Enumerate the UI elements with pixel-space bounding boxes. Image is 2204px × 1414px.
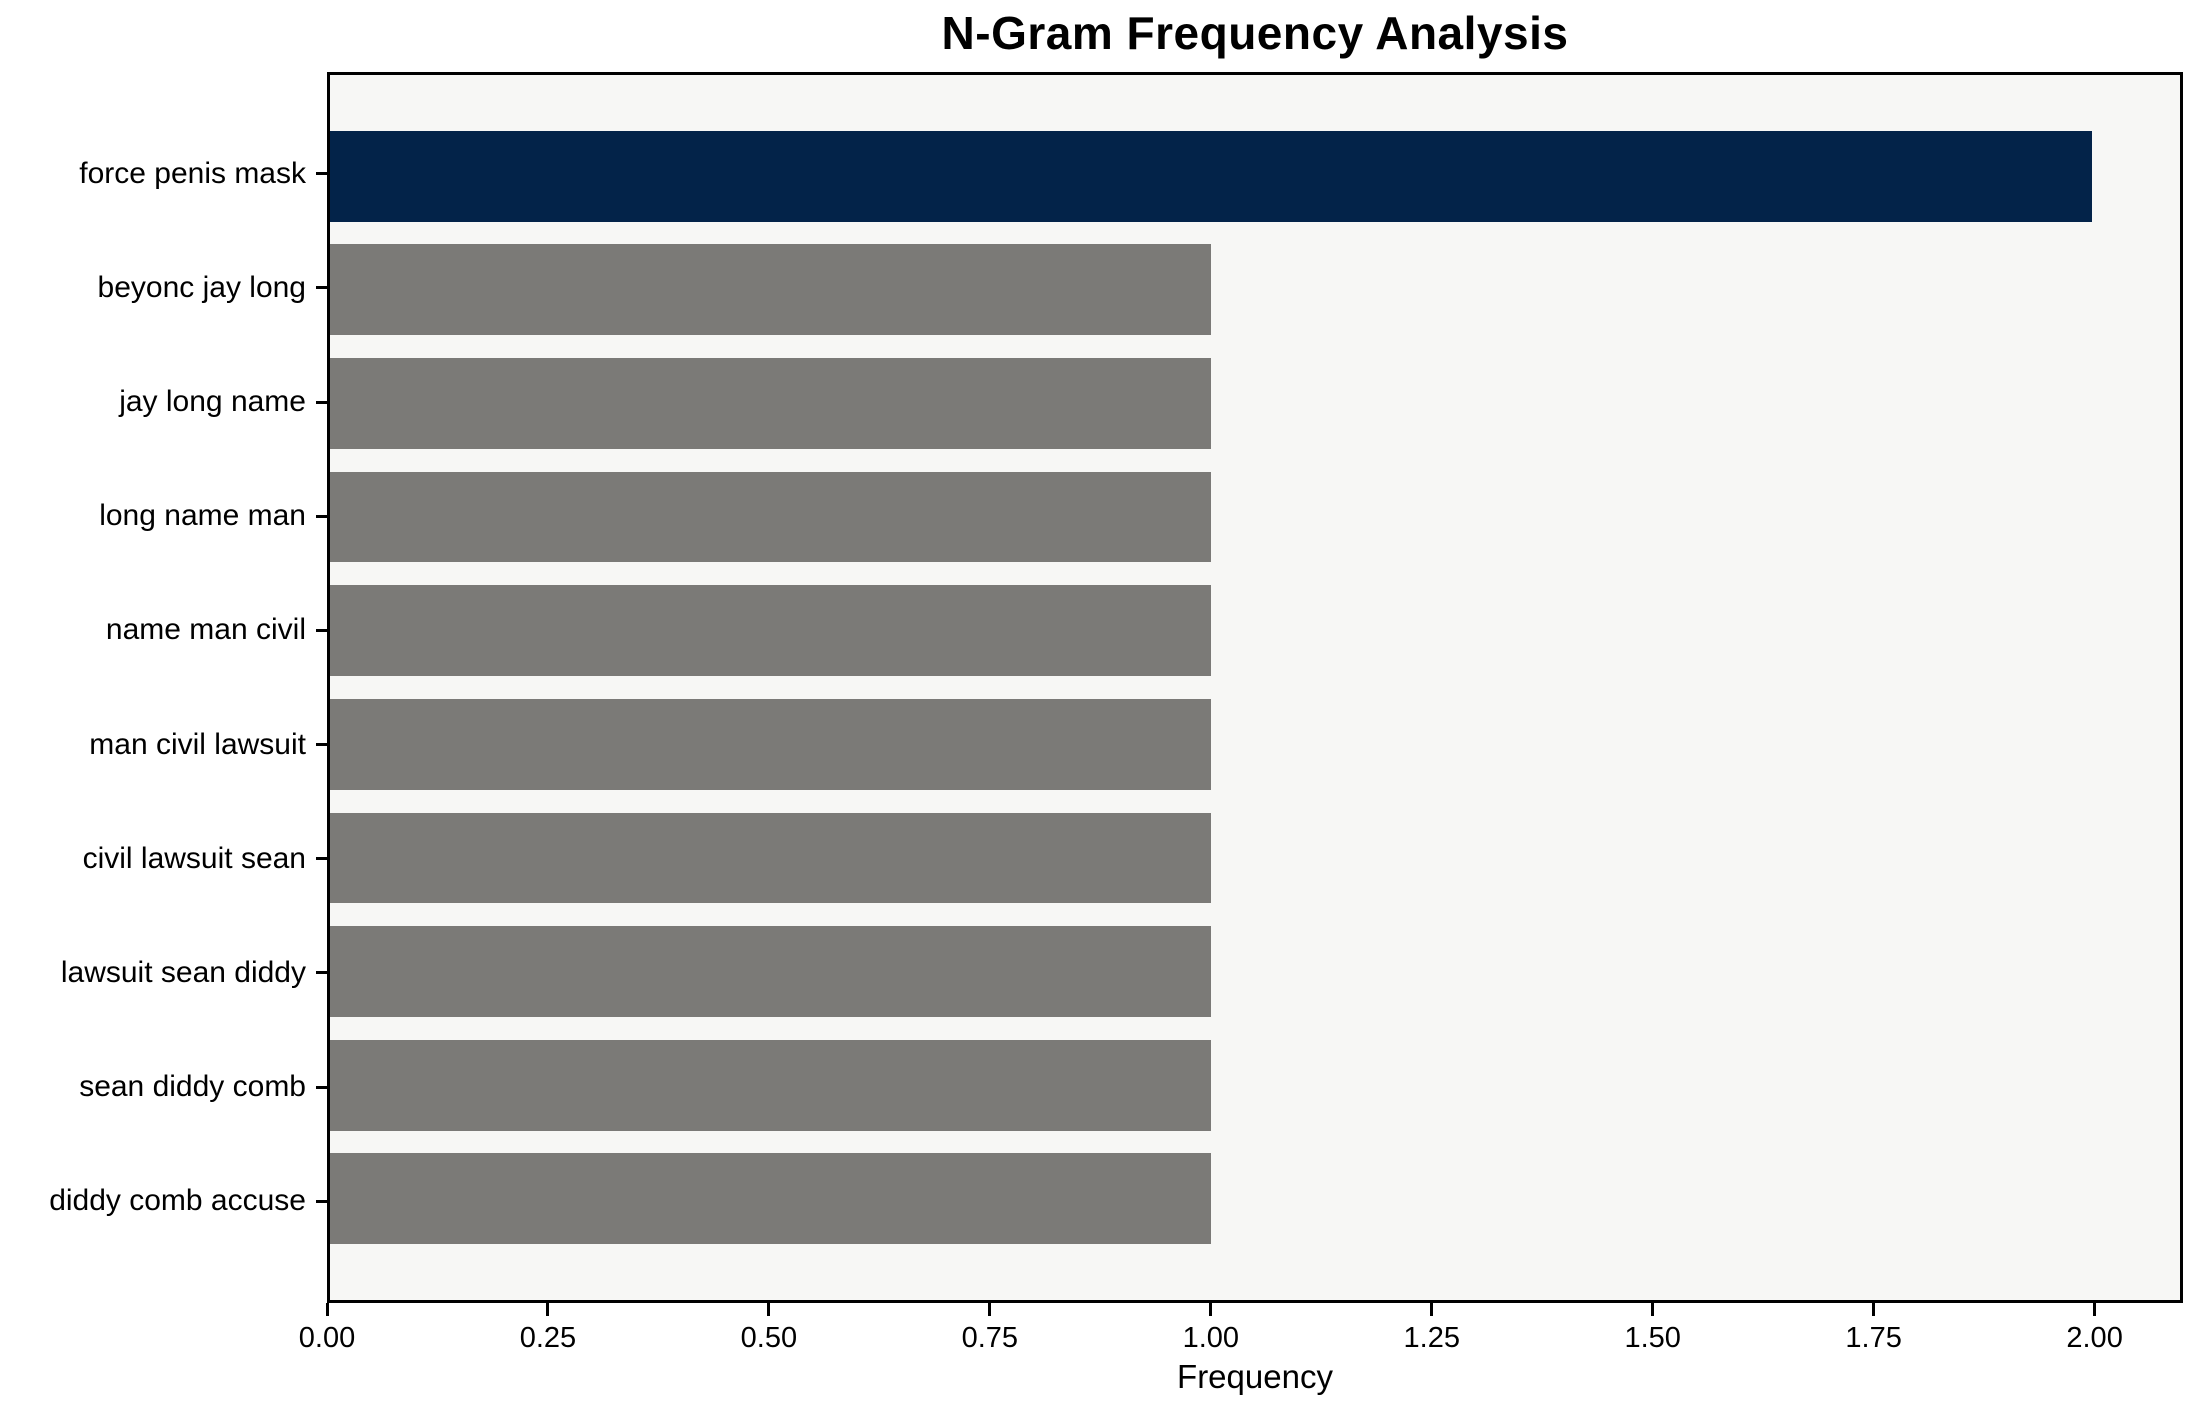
y-tick-label: lawsuit sean diddy <box>60 955 306 989</box>
x-tick-label: 1.50 <box>1624 1322 1681 1354</box>
y-tick-mark <box>316 857 327 861</box>
bar-man-civil-lawsuit <box>330 698 1211 790</box>
y-tick-label: diddy comb accuse <box>49 1184 306 1218</box>
y-tick-label: civil lawsuit sean <box>82 841 306 875</box>
chart-title: N-Gram Frequency Analysis <box>941 7 1569 59</box>
bar-long-name-man <box>330 471 1211 563</box>
x-tick-mark <box>1209 1303 1213 1316</box>
plot-area <box>327 72 2183 1303</box>
y-tick-mark <box>316 743 327 747</box>
bar-sean-diddy-comb <box>330 1039 1211 1131</box>
x-tick-mark <box>767 1303 771 1316</box>
x-tick-label: 0.75 <box>961 1322 1019 1354</box>
y-tick-label: long name man <box>99 499 306 533</box>
bar-beyonc-jay-long <box>330 244 1211 336</box>
x-tick-label: 1.25 <box>1403 1322 1460 1354</box>
x-tick-mark <box>1430 1303 1434 1316</box>
y-tick-label: force penis mask <box>79 156 306 190</box>
y-tick-mark <box>316 1085 327 1089</box>
x-tick-mark <box>1872 1303 1876 1316</box>
y-tick-label: name man civil <box>105 613 306 647</box>
bar-jay-long-name <box>330 357 1211 449</box>
y-tick-mark <box>316 1199 327 1203</box>
y-tick-label: beyonc jay long <box>97 270 306 304</box>
y-tick-mark <box>316 286 327 290</box>
x-tick-mark <box>2093 1303 2097 1316</box>
x-tick-mark <box>546 1303 550 1316</box>
bar-name-man-civil <box>330 585 1211 677</box>
y-tick-mark <box>316 400 327 404</box>
y-tick-mark <box>316 971 327 975</box>
y-tick-mark <box>316 514 327 518</box>
y-tick-label: man civil lawsuit <box>89 727 306 761</box>
x-tick-mark <box>325 1303 329 1316</box>
x-tick-label: 1.75 <box>1845 1322 1902 1354</box>
y-tick-mark <box>316 172 327 176</box>
y-tick-label: sean diddy comb <box>79 1070 306 1104</box>
x-tick-label: 0.25 <box>519 1322 577 1354</box>
bar-force-penis-mask <box>330 130 2092 222</box>
x-tick-mark <box>988 1303 992 1316</box>
bar-civil-lawsuit-sean <box>330 812 1211 904</box>
x-tick-mark <box>1651 1303 1655 1316</box>
x-tick-label: 0.00 <box>298 1322 356 1354</box>
bar-lawsuit-sean-diddy <box>330 926 1211 1018</box>
bar-diddy-comb-accuse <box>330 1153 1211 1245</box>
x-tick-label: 1.00 <box>1182 1322 1240 1354</box>
y-tick-mark <box>316 628 327 632</box>
x-tick-label: 2.00 <box>2066 1322 2123 1354</box>
y-tick-label: jay long name <box>119 385 306 419</box>
x-tick-label: 0.50 <box>740 1322 798 1354</box>
x-axis-label: Frequency <box>1177 1358 1333 1395</box>
